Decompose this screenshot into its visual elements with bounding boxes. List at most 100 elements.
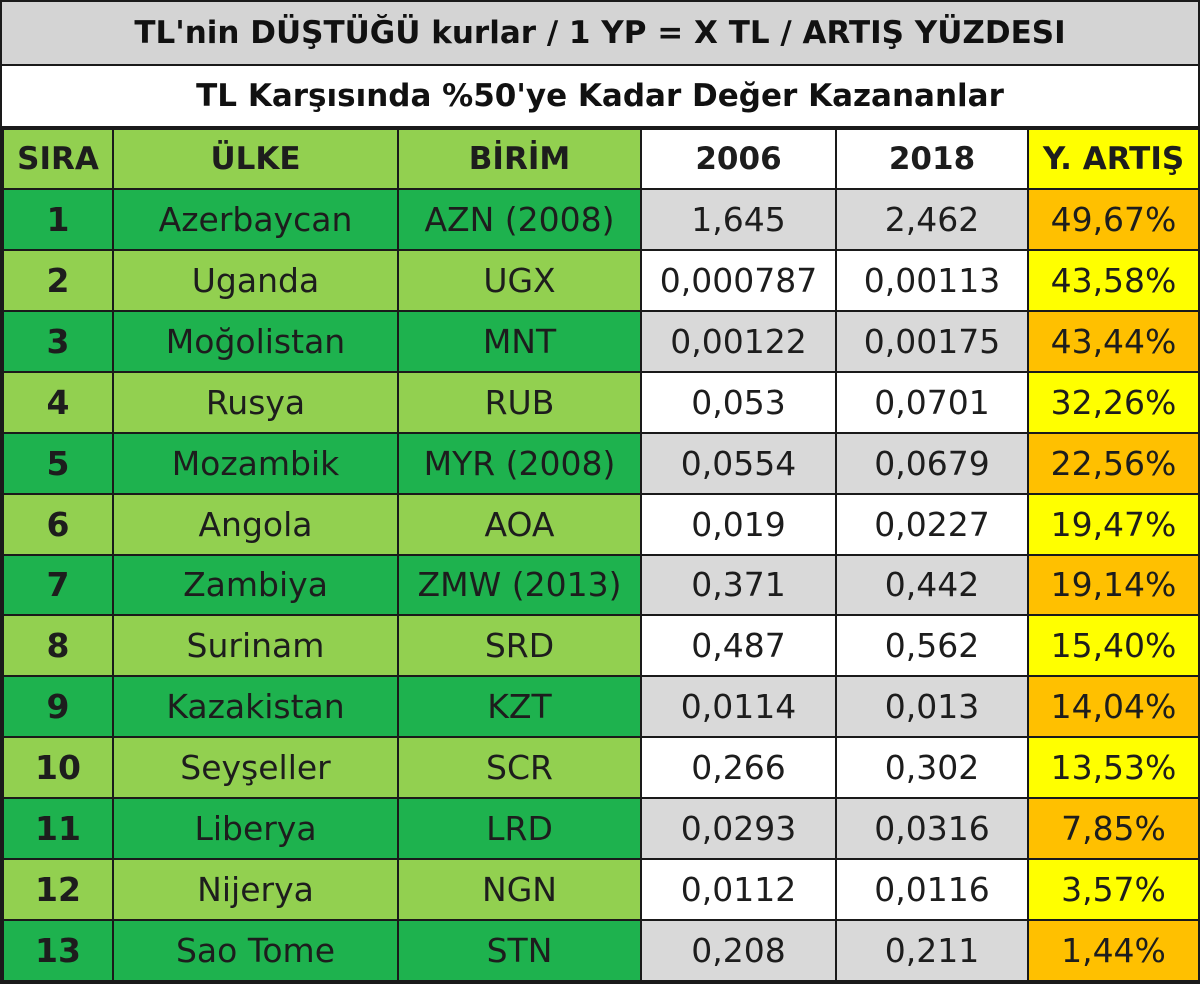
cell-2006: 0,0112 xyxy=(640,858,837,922)
cell-artis: 32,26% xyxy=(1027,370,1200,434)
cell-birim: RUB xyxy=(397,370,642,434)
cell-2018: 0,302 xyxy=(835,736,1029,800)
sheet-subtitle: TL Karşısında %50'ye Kadar Değer Kazanan… xyxy=(2,66,1198,128)
cell-2006: 0,266 xyxy=(640,736,837,800)
cell-artis: 19,47% xyxy=(1027,492,1200,556)
cell-birim: KZT xyxy=(397,675,642,739)
table-body: 1 Azerbaycan AZN (2008) 1,645 2,462 49,67% 2 Ug… xyxy=(2,188,1200,982)
cell-ulke: Angola xyxy=(112,492,399,556)
cell-sira: 11 xyxy=(2,797,114,861)
table-row: 12 Nijerya NGN 0,0112 0,0116 3,57% xyxy=(2,858,1200,922)
header-artis: Y. ARTIŞ xyxy=(1027,128,1200,190)
cell-artis: 1,44% xyxy=(1027,919,1200,982)
cell-2006: 0,000787 xyxy=(640,248,837,312)
cell-artis: 14,04% xyxy=(1027,675,1200,739)
cell-sira: 4 xyxy=(2,370,114,434)
cell-sira: 13 xyxy=(2,919,114,982)
cell-sira: 5 xyxy=(2,431,114,495)
table-row: 9 Kazakistan KZT 0,0114 0,013 14,04% xyxy=(2,675,1200,739)
cell-2006: 0,208 xyxy=(640,919,837,982)
cell-2006: 1,645 xyxy=(640,188,837,251)
cell-2018: 0,211 xyxy=(835,919,1029,982)
cell-2018: 0,0701 xyxy=(835,370,1029,434)
header-2006: 2006 xyxy=(640,128,837,190)
cell-birim: LRD xyxy=(397,797,642,861)
cell-birim: NGN xyxy=(397,858,642,922)
cell-sira: 12 xyxy=(2,858,114,922)
cell-artis: 15,40% xyxy=(1027,614,1200,678)
cell-birim: SRD xyxy=(397,614,642,678)
cell-2018: 2,462 xyxy=(835,188,1029,251)
header-sira: SIRA xyxy=(2,128,114,190)
cell-ulke: Zambiya xyxy=(112,553,399,617)
cell-2018: 0,013 xyxy=(835,675,1029,739)
cell-sira: 9 xyxy=(2,675,114,739)
sheet-title: TL'nin DÜŞTÜĞÜ kurlar / 1 YP = X TL / AR… xyxy=(2,2,1198,66)
cell-2018: 0,0316 xyxy=(835,797,1029,861)
table-row: 8 Surinam SRD 0,487 0,562 15,40% xyxy=(2,614,1200,678)
cell-artis: 13,53% xyxy=(1027,736,1200,800)
cell-sira: 10 xyxy=(2,736,114,800)
cell-ulke: Mozambik xyxy=(112,431,399,495)
cell-ulke: Azerbaycan xyxy=(112,188,399,251)
cell-sira: 7 xyxy=(2,553,114,617)
cell-2006: 0,0554 xyxy=(640,431,837,495)
cell-2018: 0,00175 xyxy=(835,309,1029,373)
header-2018: 2018 xyxy=(835,128,1029,190)
cell-2018: 0,442 xyxy=(835,553,1029,617)
cell-ulke: Sao Tome xyxy=(112,919,399,982)
cell-ulke: Seyşeller xyxy=(112,736,399,800)
cell-ulke: Surinam xyxy=(112,614,399,678)
cell-artis: 22,56% xyxy=(1027,431,1200,495)
currency-table: SIRA ÜLKE BİRİM 2006 2018 Y. ARTIŞ 1 Azer… xyxy=(2,128,1200,982)
table-row: 13 Sao Tome STN 0,208 0,211 1,44% xyxy=(2,919,1200,982)
table-row: 1 Azerbaycan AZN (2008) 1,645 2,462 49,67% xyxy=(2,188,1200,251)
cell-artis: 43,58% xyxy=(1027,248,1200,312)
cell-ulke: Moğolistan xyxy=(112,309,399,373)
cell-2018: 0,0116 xyxy=(835,858,1029,922)
cell-birim: AOA xyxy=(397,492,642,556)
cell-2018: 0,00113 xyxy=(835,248,1029,312)
header-birim: BİRİM xyxy=(397,128,642,190)
table-row: 3 Moğolistan MNT 0,00122 0,00175 43,44% xyxy=(2,309,1200,373)
cell-2006: 0,371 xyxy=(640,553,837,617)
cell-2018: 0,0679 xyxy=(835,431,1029,495)
table-row: 2 Uganda UGX 0,000787 0,00113 43,58% xyxy=(2,248,1200,312)
cell-birim: MNT xyxy=(397,309,642,373)
cell-birim: AZN (2008) xyxy=(397,188,642,251)
header-row: SIRA ÜLKE BİRİM 2006 2018 Y. ARTIŞ xyxy=(2,128,1200,190)
cell-artis: 7,85% xyxy=(1027,797,1200,861)
cell-2006: 0,0293 xyxy=(640,797,837,861)
cell-birim: UGX xyxy=(397,248,642,312)
cell-ulke: Rusya xyxy=(112,370,399,434)
cell-birim: MYR (2008) xyxy=(397,431,642,495)
cell-2006: 0,053 xyxy=(640,370,837,434)
cell-ulke: Nijerya xyxy=(112,858,399,922)
table-row: 11 Liberya LRD 0,0293 0,0316 7,85% xyxy=(2,797,1200,861)
table-row: 10 Seyşeller SCR 0,266 0,302 13,53% xyxy=(2,736,1200,800)
table-row: 5 Mozambik MYR (2008) 0,0554 0,0679 22,56% xyxy=(2,431,1200,495)
cell-2006: 0,019 xyxy=(640,492,837,556)
cell-2006: 0,00122 xyxy=(640,309,837,373)
table-row: 7 Zambiya ZMW (2013) 0,371 0,442 19,14% xyxy=(2,553,1200,617)
cell-birim: ZMW (2013) xyxy=(397,553,642,617)
cell-sira: 8 xyxy=(2,614,114,678)
cell-artis: 3,57% xyxy=(1027,858,1200,922)
cell-artis: 49,67% xyxy=(1027,188,1200,251)
cell-sira: 6 xyxy=(2,492,114,556)
cell-2006: 0,0114 xyxy=(640,675,837,739)
cell-sira: 3 xyxy=(2,309,114,373)
cell-sira: 2 xyxy=(2,248,114,312)
cell-artis: 43,44% xyxy=(1027,309,1200,373)
cell-birim: STN xyxy=(397,919,642,982)
header-ulke: ÜLKE xyxy=(112,128,399,190)
cell-birim: SCR xyxy=(397,736,642,800)
cell-artis: 19,14% xyxy=(1027,553,1200,617)
cell-ulke: Liberya xyxy=(112,797,399,861)
cell-2018: 0,562 xyxy=(835,614,1029,678)
cell-2018: 0,0227 xyxy=(835,492,1029,556)
cell-ulke: Kazakistan xyxy=(112,675,399,739)
cell-sira: 1 xyxy=(2,188,114,251)
cell-ulke: Uganda xyxy=(112,248,399,312)
